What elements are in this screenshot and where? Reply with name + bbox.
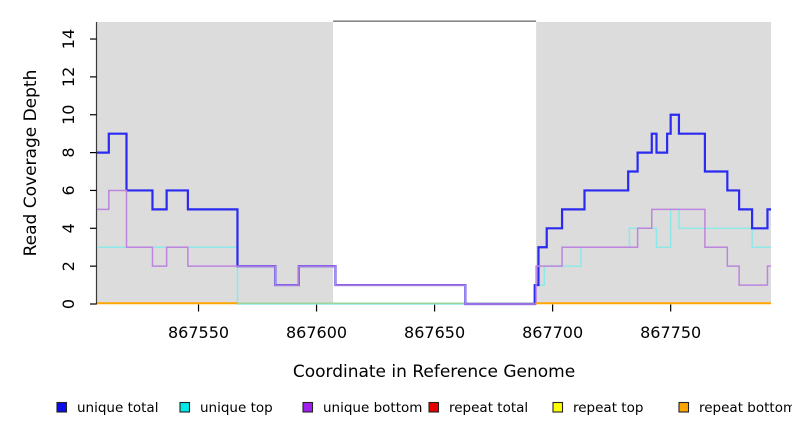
- y-tick-label: 12: [59, 67, 78, 87]
- series-unique-top: [97, 208, 771, 305]
- legend-swatch-unique-top: [179, 401, 191, 413]
- series-layer: [97, 113, 771, 306]
- x-tick-label: 867600: [286, 323, 347, 342]
- legend-layer: unique total unique top unique bottom repea…: [56, 400, 792, 416]
- y-tick-label: 0: [59, 299, 78, 309]
- masked-region-right: [536, 22, 771, 304]
- y-tick-label: 10: [59, 105, 78, 125]
- y-tick-label: 14: [59, 29, 78, 49]
- x-tick-label: 867650: [404, 323, 465, 342]
- x-tick-label: 867550: [168, 323, 229, 342]
- x-axis-label: Coordinate in Reference Genome: [293, 362, 575, 382]
- masked-region-left: [97, 22, 334, 304]
- legend-label: repeat total: [449, 400, 528, 416]
- masked-regions-layer: [97, 20, 771, 304]
- y-tick-label: 8: [59, 147, 78, 157]
- series-unique-bottom: [97, 189, 771, 305]
- legend-label: repeat top: [573, 400, 643, 416]
- x-tick-label: 867750: [640, 323, 701, 342]
- x-tick-label: 867700: [522, 323, 583, 342]
- y-axis-label: Read Coverage Depth: [21, 70, 41, 257]
- y-tick-label: 4: [59, 223, 78, 233]
- y-tick-label: 6: [59, 185, 78, 195]
- series-unique-total: [97, 113, 771, 306]
- legend-label: unique top: [200, 400, 273, 416]
- legend-label: unique total: [77, 400, 158, 416]
- legend-swatch-repeat-bottom: [678, 401, 690, 413]
- axes-layer: 0 2 4 6 8 10 12 14 867550 867600 867650 867700 86775…: [59, 22, 701, 342]
- legend-swatch-repeat-total: [428, 401, 440, 413]
- legend-swatch-unique-total: [56, 401, 68, 413]
- legend-swatch-unique-bottom: [302, 401, 314, 413]
- legend-label: unique bottom: [323, 400, 422, 416]
- y-tick-label: 2: [59, 261, 78, 271]
- legend-label: repeat bottom: [699, 400, 792, 416]
- legend-swatch-repeat-top: [552, 401, 564, 413]
